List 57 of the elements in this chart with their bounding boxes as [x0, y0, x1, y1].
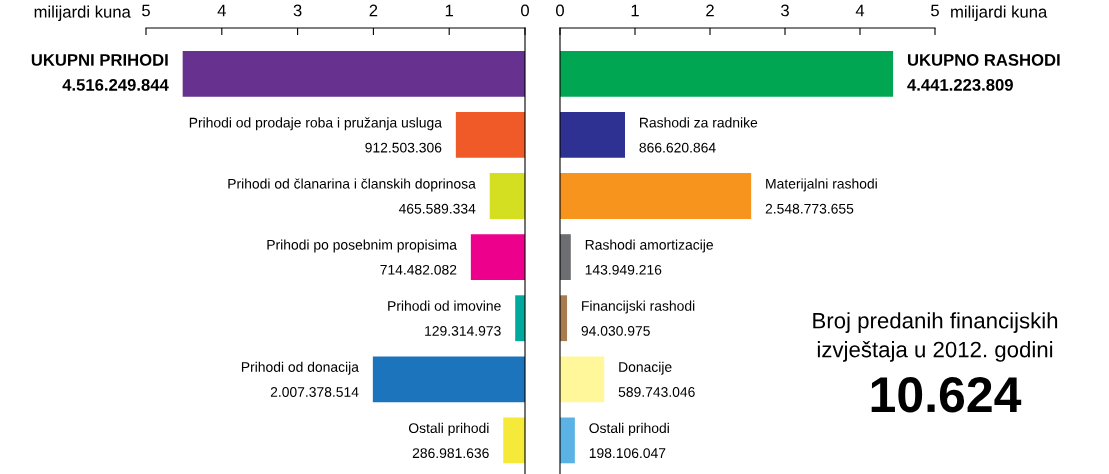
x-tick-label: 1: [631, 4, 639, 17]
x-tick-label: 3: [781, 4, 789, 17]
bar: [372, 356, 525, 403]
bar: [560, 417, 575, 464]
y-tick-label: Rashodi za radnike: [640, 117, 758, 128]
bar: [515, 295, 525, 342]
bar: [560, 112, 625, 158]
x-tick-label: 1: [445, 4, 454, 17]
bar: [489, 173, 525, 219]
x-tick-label: 0: [556, 4, 564, 17]
y-tick-label: Financijski rashodi: [582, 300, 695, 314]
annotation: 10.624: [871, 377, 1022, 413]
bar: [470, 234, 525, 281]
y-tick-label: Prihodi od prodaje roba i pružanja usluga: [189, 117, 442, 131]
annotation: 465.589.334: [398, 203, 476, 214]
y-tick-label: UKUPNI PRIHODI: [31, 53, 168, 66]
y-tick-label: Ostali prihodi: [408, 422, 489, 436]
y-tick-label: Prihodi od imovine: [388, 300, 501, 311]
x-tick-label: 4: [855, 4, 865, 17]
x-tick-label: 0: [521, 4, 529, 17]
y-tick-label: Donacije: [619, 361, 672, 375]
bar: [503, 417, 525, 464]
annotation: 286.981.636: [412, 448, 489, 459]
x-axis-title: milijardi kuna: [951, 5, 1048, 22]
x-axis-title: milijardi kuna: [34, 5, 131, 22]
annotation: 589.743.046: [618, 387, 695, 397]
annotation: 4.441.223.809: [907, 78, 1013, 91]
bar: [455, 112, 525, 158]
y-tick-label: UKUPNO RASHODI: [907, 53, 1060, 66]
annotation: 198.106.047: [589, 448, 666, 459]
x-tick-label: 5: [931, 4, 939, 17]
bar: [560, 356, 605, 403]
y-tick-label: Ostali prihodi: [589, 422, 669, 436]
annotation: 129.314.973: [425, 325, 501, 336]
y-tick-label: Prihodi od članarina i članskih doprinosa: [228, 178, 476, 192]
annotation: 94.030.975: [581, 325, 650, 336]
bar: [182, 50, 525, 97]
x-tick-label: 2: [706, 4, 714, 17]
bar: [560, 50, 894, 97]
annotation: 143.949.216: [585, 264, 662, 275]
x-tick-label: 5: [142, 4, 150, 17]
annotation: 2.007.378.514: [270, 387, 359, 397]
x-tick-label: 2: [369, 4, 378, 17]
y-tick-label: Rashodi amortizacije: [585, 239, 713, 253]
annotation: 866.620.864: [639, 142, 716, 153]
x-tick-label: 4: [217, 4, 226, 17]
annotation: 2.548.773.655: [765, 203, 854, 214]
annotation: Broj predanih financijskih izvještaja u 2012. godini: [813, 312, 1058, 362]
annotation: 714.482.082: [380, 264, 457, 275]
annotation: 912.503.306: [365, 142, 442, 153]
bar: [560, 234, 571, 281]
x-tick-label: 3: [293, 4, 302, 17]
annotation: 4.516.249.844: [62, 78, 169, 91]
y-tick-label: Prihodi po posebnim propisima: [267, 239, 457, 253]
bar: [560, 173, 752, 219]
y-tick-label: Prihodi od donacija: [241, 361, 359, 375]
y-tick-label: Materijalni rashodi: [766, 178, 877, 192]
